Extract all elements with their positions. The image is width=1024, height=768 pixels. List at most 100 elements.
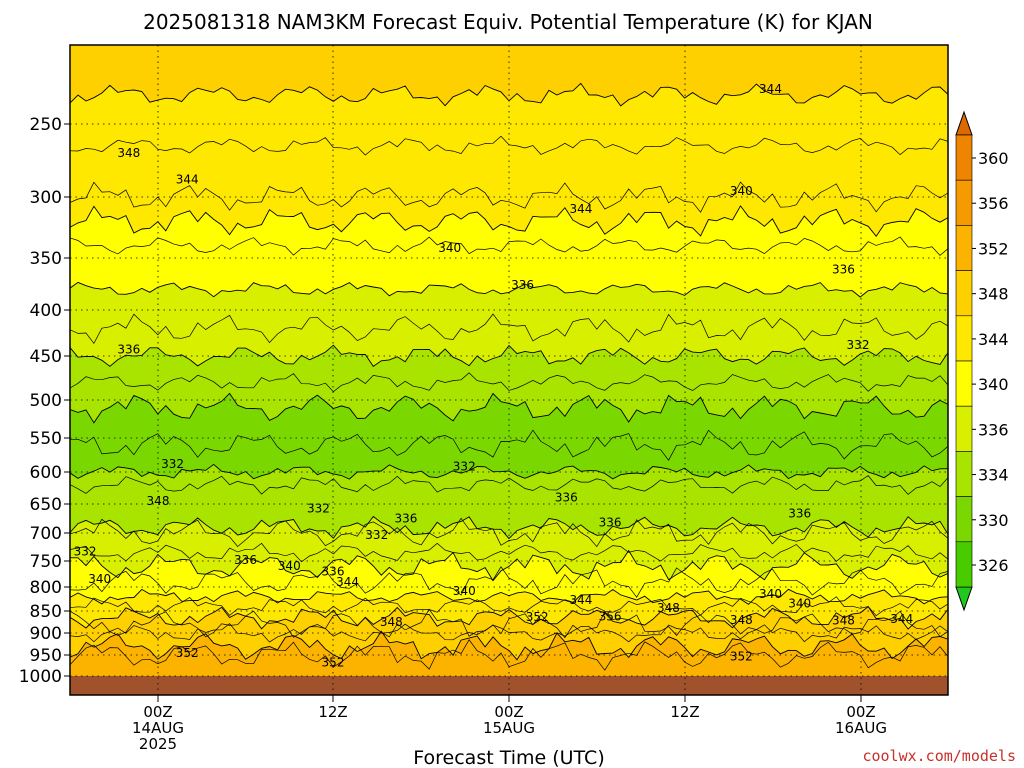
x-tick-label: 16AUG (835, 719, 887, 737)
contour-label: 332 (365, 528, 388, 542)
contour-336 (70, 281, 948, 298)
contour-label: 332 (453, 460, 476, 474)
contour-minor (70, 596, 948, 617)
y-tick-label: 1000 (19, 667, 62, 687)
colorbar-arrow-bottom (955, 586, 973, 612)
colorbar-swatch (955, 541, 973, 588)
x-tick-label: 15AUG (483, 719, 535, 737)
grid (70, 45, 948, 695)
contour-label: 344 (336, 575, 359, 589)
contour-label: 340 (453, 584, 476, 598)
colorbar-arrow-top (955, 110, 973, 136)
contour-label: 340 (788, 596, 811, 610)
colorbar: 360 356 352 348 344 340 336 334 330 326 (955, 110, 1009, 612)
contour-label: 336 (788, 506, 811, 520)
colorbar-swatch (955, 315, 973, 362)
y-tick-label: 450 (30, 347, 62, 367)
contour-minor (70, 566, 948, 598)
y-tick-label: 650 (30, 495, 62, 515)
contour-label: 336 (511, 278, 534, 292)
contour-340 (70, 549, 948, 582)
x-tick-label: 00Z (846, 703, 875, 721)
contour-label: 356 (978, 618, 1001, 632)
chart-title: 2025081318 NAM3KM Forecast Equiv. Potent… (143, 10, 873, 34)
y-tick-label: 300 (30, 188, 62, 208)
colorbar-label: 360 (978, 149, 1009, 168)
colorbar-label: 334 (978, 466, 1009, 485)
colorbar-label: 356 (978, 194, 1009, 213)
contour-label: 340 (1, 332, 24, 346)
contour-minor (70, 608, 948, 639)
y-tick-label: 250 (30, 115, 62, 135)
contour-label: 332 (161, 457, 184, 471)
y-tick-label: 950 (30, 646, 62, 666)
contour-minor (70, 475, 948, 495)
contour-label: 352 (322, 656, 345, 670)
contour-label: 344 (569, 593, 592, 607)
y-tick-label: 400 (30, 301, 62, 321)
y-tick-label: 700 (30, 524, 62, 544)
contour-minor (70, 181, 948, 213)
colorbar-swatch (955, 451, 973, 497)
contour-label: 336 (599, 516, 622, 530)
contour-label: 348 (147, 494, 170, 508)
y-tick-label: 900 (30, 624, 62, 644)
contour-label: 344 (890, 612, 913, 626)
contour-label: 344 (176, 172, 199, 186)
contour-label: 344 (759, 82, 782, 96)
contour-label: 336 (832, 262, 855, 276)
y-tick-label: 850 (30, 602, 62, 622)
contour-labels: 348 344 344 344 344 340 340 336 336 340 336 336 332 3… (1, 82, 1001, 670)
y-tick-label: 500 (30, 391, 62, 411)
y-axis: 2503003504004505005506006507007508008509… (19, 115, 70, 687)
colorbar-label: 344 (978, 330, 1009, 349)
contour-label: 348 (657, 601, 680, 615)
contour-minor (70, 313, 948, 345)
y-tick-label: 600 (30, 463, 62, 483)
x-axis-label: Forecast Time (UTC) (413, 747, 604, 768)
colorbar-label: 326 (978, 556, 1009, 575)
contour-label: 332 (847, 338, 870, 352)
colorbar-swatch (955, 225, 973, 271)
credit-text: coolwx.com/models (862, 747, 1016, 765)
contour-334 (70, 344, 948, 368)
contour-label: 348 (380, 615, 403, 629)
contour-label: 344 (569, 202, 592, 216)
x-tick-label: 2025 (139, 735, 177, 753)
contour-label: 340 (438, 241, 461, 255)
contour-minor (70, 623, 948, 643)
colorbar-swatch (955, 179, 973, 226)
contour-label: 336 (394, 512, 417, 526)
contour-minor (70, 372, 948, 393)
x-tick-label: 14AUG (132, 719, 184, 737)
y-tick-label: 800 (30, 578, 62, 598)
contour-label: 356 (599, 609, 622, 623)
contour-label: 336 (234, 553, 257, 567)
contour-label: 352 (526, 610, 549, 624)
contour-minor (70, 542, 948, 563)
y-tick-label: 550 (30, 429, 62, 449)
colorbar-label: 348 (978, 285, 1009, 304)
contour-334 (70, 463, 948, 480)
contour-label: 336 (322, 564, 345, 578)
plot-area: 348 344 344 344 344 340 340 336 336 340 336 336 332 3… (1, 45, 1001, 695)
colorbar-swatch (955, 496, 973, 543)
x-tick-label: 00Z (494, 703, 523, 721)
contour-label: 340 (278, 559, 301, 573)
colorbar-swatch (955, 134, 973, 181)
contour-label: 336 (117, 343, 140, 357)
contour-minor (70, 236, 948, 256)
y-tick-label: 750 (30, 552, 62, 572)
contour-label: 352 (730, 649, 753, 663)
colorbar-label: 330 (978, 511, 1009, 530)
contour-label: 340 (88, 572, 111, 586)
x-tick-label: 00Z (143, 703, 172, 721)
x-tick-label: 12Z (670, 703, 699, 721)
colorbar-swatch (955, 360, 973, 407)
contour-label: 352 (176, 646, 199, 660)
colorbar-swatch (955, 270, 973, 317)
contour-label: 348 (117, 146, 140, 160)
contour-label: 336 (555, 491, 578, 505)
